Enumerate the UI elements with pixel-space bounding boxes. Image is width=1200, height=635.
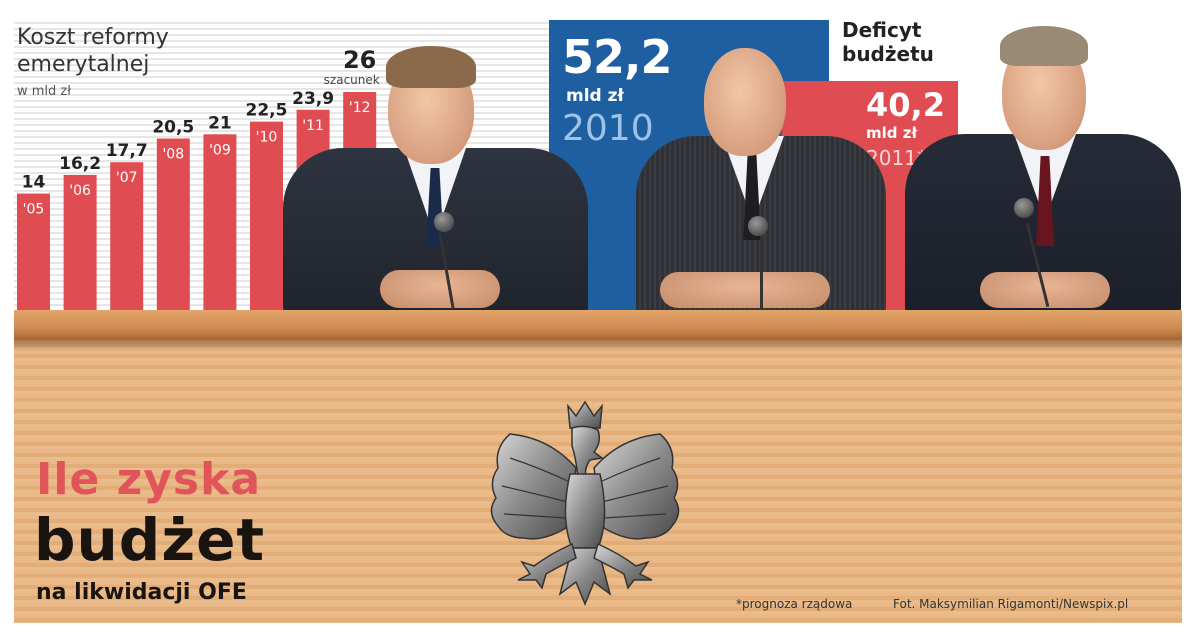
person-middle-mic-icon (748, 216, 768, 236)
category-label-2: '07 (116, 170, 138, 186)
value-label-2: 17,7 (106, 141, 148, 161)
footnote: *prognoza rządowa (736, 597, 853, 611)
value-label-6: 23,9 (292, 89, 334, 109)
person-middle-hands (660, 272, 830, 308)
person-left-mic-icon (434, 212, 454, 232)
deficit-title: Deficyt budżetu (842, 18, 934, 66)
bar-0 (17, 193, 50, 312)
photo-credit: Fot. Maksymilian Rigamonti/Newspix.pl (893, 597, 1129, 611)
value-label-1: 16,2 (59, 154, 101, 174)
deficit-2011-value: 40,2 (866, 86, 945, 124)
deficit-2010-unit: mld zł (566, 86, 624, 106)
deficit-2011-unit: mld zł (866, 124, 918, 142)
category-label-3: '08 (162, 147, 184, 163)
bar-4 (203, 134, 237, 312)
person-middle-mic-stand (760, 236, 763, 308)
value-label-3: 20,5 (152, 118, 194, 138)
category-label-7: '12 (349, 100, 371, 116)
person-left-hands (380, 270, 500, 308)
desk-top (14, 310, 1182, 340)
category-label-6: '11 (302, 118, 324, 134)
category-label-1: '06 (69, 183, 91, 199)
headline-line-2: budżet (34, 506, 266, 574)
category-label-0: '05 (23, 202, 45, 218)
value-label-0: 14 (22, 173, 46, 193)
annotation-0: szacunek (324, 73, 380, 87)
bar-3 (156, 138, 190, 312)
bar-5 (250, 121, 283, 312)
deficit-2010-value: 52,2 (562, 30, 672, 84)
person-left-hair (386, 46, 476, 88)
deficit-2010-year: 2010 (562, 108, 654, 149)
person-right-mic-icon (1014, 198, 1034, 218)
eagle-emblem-icon (490, 400, 680, 606)
value-label-4: 21 (208, 113, 232, 133)
category-label-5: '10 (256, 130, 278, 146)
chart-title: Koszt reformy emerytalnej (17, 25, 169, 77)
bar-1 (63, 174, 97, 312)
person-middle-head (704, 48, 786, 156)
desk-shadow (14, 340, 1182, 352)
value-label-7: 26 (343, 46, 376, 74)
bar-2 (110, 162, 144, 312)
person-right-hair (1000, 26, 1088, 66)
headline-line-3: na likwidacji OFE (36, 580, 247, 605)
value-label-5: 22,5 (246, 101, 288, 121)
chart-unit-label: w mld zł (17, 84, 71, 99)
category-label-4: '09 (209, 142, 231, 158)
person-right-tie (1036, 156, 1054, 246)
headline-line-1: Ile zyska (36, 454, 262, 505)
